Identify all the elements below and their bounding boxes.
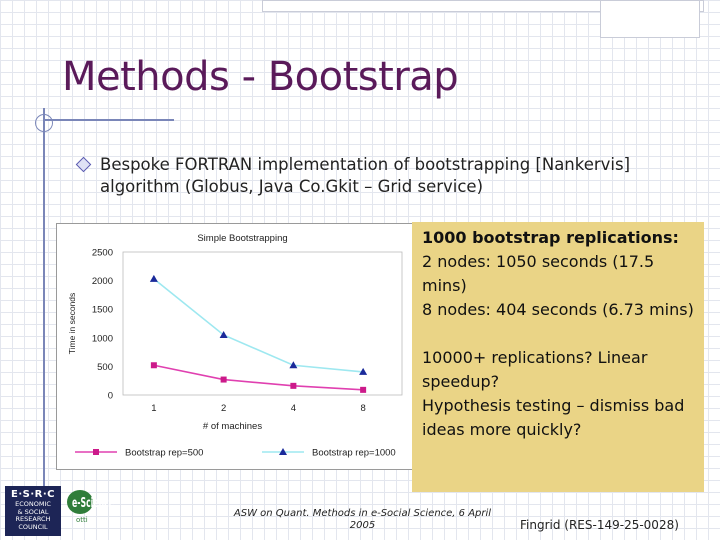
- crosshair-icon: [35, 114, 53, 132]
- series-line: [153, 278, 364, 373]
- note-line: Hypothesis testing – dismiss bad ideas m…: [422, 396, 685, 439]
- note-line: 8 nodes: 404 seconds (6.73 mins): [422, 300, 694, 319]
- esrc-logo: E·S·R·C ECONOMIC & SOCIAL RESEARCH COUNC…: [5, 486, 61, 536]
- bullet-text: Bespoke FORTRAN implementation of bootst…: [100, 155, 631, 196]
- note-line: 2 nodes: 1050 seconds (17.5 mins): [422, 252, 655, 295]
- chart: Simple Bootstrapping 0 500 1000 1500 2000 2500…: [56, 223, 414, 470]
- note-line: 10000+ replications? Linear speedup?: [422, 348, 648, 391]
- title-rule-vertical: [43, 108, 45, 488]
- data-point: [220, 376, 227, 383]
- legend-label: Bootstrap rep=1000: [312, 448, 396, 459]
- data-point: [150, 362, 157, 369]
- legend-marker: [93, 449, 99, 455]
- footer-event: ASW on Quant. Methods in e-Social Scienc…: [233, 508, 492, 531]
- x-tick-label: 4: [291, 403, 296, 414]
- y-tick-label: 1000: [92, 333, 113, 344]
- note-heading: 1000 bootstrap replications:: [422, 228, 679, 247]
- y-axis-label: Time in seconds: [67, 293, 77, 355]
- escience-logo: e-Science otti: [67, 490, 114, 524]
- data-point: [360, 386, 367, 393]
- x-axis-label: # of machines: [203, 421, 262, 432]
- notes-panel: 1000 bootstrap replications: 2 nodes: 10…: [412, 222, 704, 492]
- y-tick-label: 500: [97, 362, 113, 373]
- decorative-box: [262, 0, 704, 12]
- esrc-logo-text: RESEARCH: [15, 515, 51, 523]
- esrc-logo-text: ECONOMIC: [15, 500, 51, 508]
- x-tick-label: 2: [221, 403, 226, 414]
- x-tick-label: 8: [360, 403, 365, 414]
- esrc-logo-text: & SOCIAL: [17, 507, 49, 516]
- y-tick-label: 1500: [92, 305, 113, 316]
- data-point: [289, 361, 298, 369]
- y-tick-label: 2000: [92, 276, 113, 287]
- data-point: [219, 330, 228, 338]
- title-rule: [44, 119, 174, 121]
- y-tick-label: 0: [108, 391, 113, 402]
- diamond-bullet-icon: [75, 156, 92, 173]
- chart-svg: Simple Bootstrapping 0 500 1000 1500 2000 2500…: [67, 233, 403, 459]
- data-point: [359, 367, 368, 375]
- decorative-box: [600, 0, 700, 38]
- slide-title: Methods - Bootstrap: [62, 54, 459, 100]
- data-point: [149, 274, 158, 282]
- esrc-logo-text: E·S·R·C: [11, 489, 55, 500]
- escience-logo-sub: otti: [76, 516, 88, 524]
- data-point: [290, 382, 297, 389]
- bullet-item: Bespoke FORTRAN implementation of bootst…: [75, 154, 688, 198]
- footer-grant: Fingrid (RES-149-25-0028): [520, 518, 679, 532]
- y-tick-label: 2500: [92, 248, 113, 259]
- series-line: [153, 364, 364, 391]
- legend-label: Bootstrap rep=500: [125, 448, 203, 459]
- legend-marker: [279, 448, 287, 455]
- escience-logo-text: e-Science: [72, 496, 114, 511]
- chart-title: Simple Bootstrapping: [197, 233, 287, 244]
- x-tick-label: 1: [151, 403, 156, 414]
- esrc-logo-text: COUNCIL: [18, 522, 48, 531]
